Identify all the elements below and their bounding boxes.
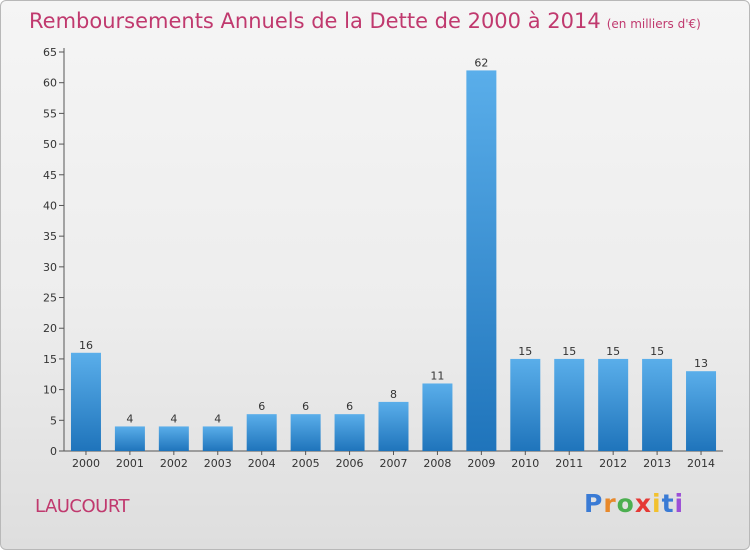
x-tick-label: 2002 (160, 457, 188, 470)
chart-title: Remboursements Annuels de la Dette de 20… (29, 9, 701, 33)
data-label: 4 (170, 412, 177, 425)
x-tick-label: 2005 (292, 457, 320, 470)
x-tick-label: 2013 (643, 457, 671, 470)
x-tick-label: 2008 (423, 457, 451, 470)
x-tick-label: 2006 (336, 457, 364, 470)
y-tick-label: 0 (50, 445, 57, 458)
data-label: 15 (518, 345, 532, 358)
commune-name: LAUCOURT (35, 496, 130, 517)
data-label: 6 (258, 400, 265, 413)
logo-letter: t (661, 489, 675, 518)
y-tick-label: 35 (43, 230, 57, 243)
y-tick-label: 45 (43, 169, 57, 182)
logo-letter: P (584, 489, 604, 518)
data-label: 8 (390, 388, 397, 401)
logo-letter: r (603, 489, 617, 518)
data-label: 6 (346, 400, 353, 413)
x-tick-label: 2007 (380, 457, 408, 470)
bar (290, 414, 321, 451)
data-label: 11 (430, 369, 444, 382)
bar (598, 358, 629, 451)
y-tick-label: 20 (43, 322, 57, 335)
x-tick-label: 2010 (511, 457, 539, 470)
y-tick-label: 55 (43, 107, 57, 120)
logo-letter: o (616, 489, 635, 518)
x-tick-label: 2004 (248, 457, 276, 470)
data-label: 15 (606, 345, 620, 358)
chart-subtitle: (en milliers d'€) (606, 17, 701, 31)
bar (70, 352, 101, 451)
bar (202, 426, 233, 451)
y-tick-label: 25 (43, 292, 57, 305)
bar (466, 70, 497, 452)
logo-letter: i (674, 489, 685, 518)
y-tick-label: 10 (43, 384, 57, 397)
data-label: 15 (562, 345, 576, 358)
y-tick-label: 15 (43, 353, 57, 366)
x-axis: 2000 2001 2002 2003 2004 2005 2006 2007 2008 2009… (64, 450, 723, 470)
x-tick-label: 2000 (72, 457, 100, 470)
bar (510, 358, 541, 451)
bar (378, 401, 409, 451)
bar (686, 371, 717, 451)
data-label: 4 (126, 412, 133, 425)
logo-letter: i (652, 489, 662, 518)
bar (158, 426, 189, 451)
bar (422, 383, 453, 451)
bars: 16 4 4 4 6 6 6 8 11 62 15 15 15 15 13 (70, 56, 717, 452)
data-label: 6 (302, 400, 309, 413)
y-axis: 0 5 10 15 20 25 30 35 40 45 50 55 60 65 (43, 46, 65, 458)
y-tick-label: 65 (43, 46, 57, 59)
logo-letter: x (634, 489, 652, 518)
y-tick-label: 50 (43, 138, 57, 151)
x-tick-label: 2001 (116, 457, 144, 470)
x-tick-label: 2009 (467, 457, 495, 470)
data-label: 4 (214, 412, 221, 425)
bar (554, 358, 585, 451)
proxiti-logo: Proxiti (584, 489, 684, 518)
y-tick-label: 60 (43, 77, 57, 90)
x-tick-label: 2012 (599, 457, 627, 470)
bar (114, 426, 145, 451)
x-tick-label: 2014 (687, 457, 715, 470)
data-label: 62 (474, 56, 488, 69)
bar (642, 358, 673, 451)
data-label: 13 (694, 357, 708, 370)
x-tick-label: 2011 (555, 457, 583, 470)
y-tick-label: 5 (50, 414, 57, 427)
bar (246, 414, 277, 451)
y-tick-label: 30 (43, 261, 57, 274)
data-label: 15 (650, 345, 664, 358)
chart-title-text: Remboursements Annuels de la Dette de 20… (29, 9, 601, 33)
y-tick-label: 40 (43, 199, 57, 212)
data-label: 16 (79, 339, 93, 352)
bar (334, 414, 365, 451)
x-tick-label: 2003 (204, 457, 232, 470)
